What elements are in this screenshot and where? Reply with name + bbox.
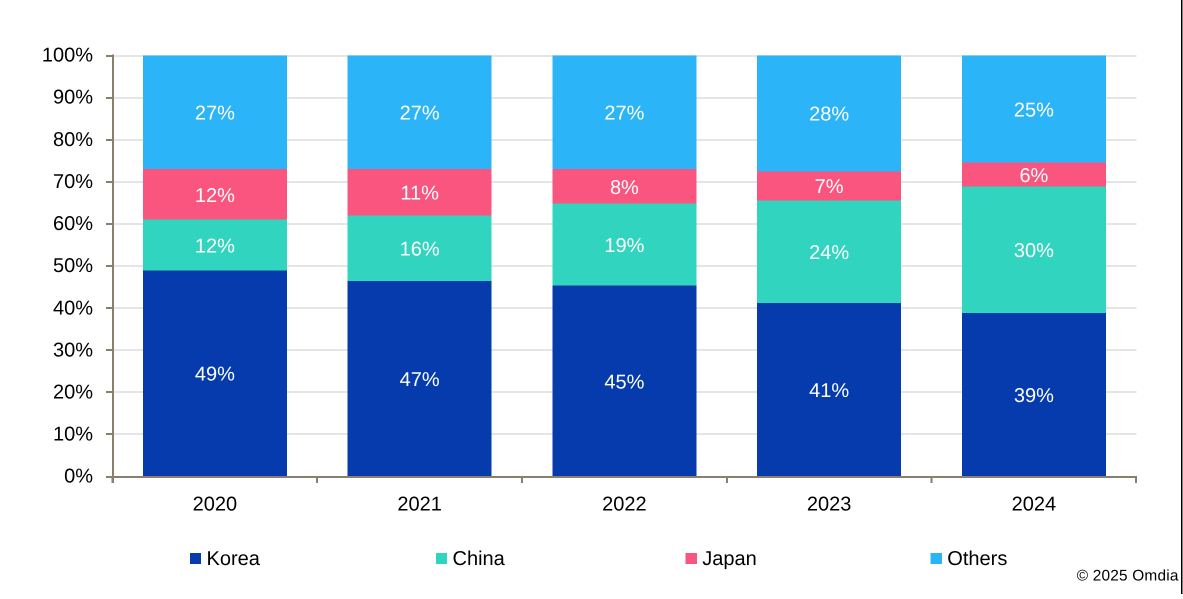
svg-text:20%: 20%	[53, 382, 93, 404]
svg-text:70%: 70%	[53, 171, 93, 193]
svg-text:30%: 30%	[53, 339, 93, 361]
svg-text:30%: 30%	[1014, 240, 1054, 262]
svg-text:19%: 19%	[604, 235, 644, 257]
svg-text:© 2025 Omdia: © 2025 Omdia	[1077, 567, 1179, 584]
svg-text:27%: 27%	[604, 103, 644, 125]
svg-text:Japan: Japan	[702, 548, 757, 570]
svg-text:12%: 12%	[195, 235, 235, 257]
svg-text:100%: 100%	[42, 45, 93, 67]
svg-text:50%: 50%	[53, 255, 93, 277]
svg-text:41%: 41%	[809, 380, 849, 402]
svg-text:2021: 2021	[397, 493, 442, 515]
svg-text:China: China	[453, 548, 506, 570]
svg-text:39%: 39%	[1014, 385, 1054, 407]
svg-text:8%: 8%	[610, 177, 639, 199]
svg-text:27%: 27%	[400, 103, 440, 125]
svg-text:2022: 2022	[602, 493, 647, 515]
svg-text:45%: 45%	[604, 371, 644, 393]
svg-text:16%: 16%	[400, 239, 440, 261]
svg-text:11%: 11%	[400, 183, 439, 205]
svg-text:49%: 49%	[195, 364, 235, 386]
svg-text:2020: 2020	[193, 493, 238, 515]
svg-text:2024: 2024	[1012, 493, 1057, 515]
svg-text:28%: 28%	[809, 104, 849, 126]
svg-text:25%: 25%	[1014, 99, 1054, 121]
svg-text:Korea: Korea	[207, 548, 261, 570]
svg-text:47%: 47%	[400, 369, 440, 391]
svg-text:60%: 60%	[53, 213, 93, 235]
svg-text:80%: 80%	[53, 129, 93, 151]
svg-text:40%: 40%	[53, 297, 93, 319]
svg-text:27%: 27%	[195, 103, 235, 125]
svg-text:24%: 24%	[809, 242, 849, 264]
svg-text:Others: Others	[947, 548, 1007, 570]
svg-text:2023: 2023	[807, 493, 852, 515]
svg-text:0%: 0%	[64, 466, 93, 488]
svg-text:7%: 7%	[815, 176, 844, 198]
svg-text:12%: 12%	[195, 185, 235, 207]
svg-text:90%: 90%	[53, 87, 93, 109]
svg-text:6%: 6%	[1019, 165, 1048, 187]
svg-text:10%: 10%	[53, 424, 93, 446]
